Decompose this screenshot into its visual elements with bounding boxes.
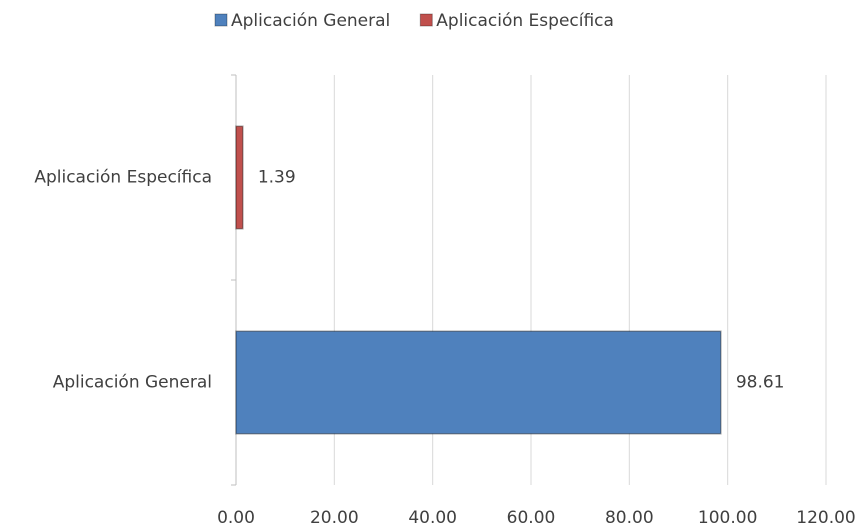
x-tick-label: 0.00	[217, 508, 255, 528]
bar	[235, 125, 244, 230]
legend-swatch	[419, 13, 433, 27]
legend-label: Aplicación General	[231, 11, 390, 31]
y-tick-label: Aplicación General	[53, 373, 212, 393]
x-tick-label: 80.00	[605, 508, 654, 528]
x-tick-label: 100.00	[698, 508, 757, 528]
legend-swatch	[214, 13, 228, 27]
x-tick-label: 120.00	[796, 508, 855, 528]
data-label: 1.39	[258, 168, 296, 188]
x-tick-label: 60.00	[507, 508, 556, 528]
bar	[235, 330, 722, 435]
y-tick-label: Aplicación Específica	[34, 168, 212, 188]
x-tick-label: 40.00	[408, 508, 457, 528]
legend-label: Aplicación Específica	[436, 11, 614, 31]
data-label: 98.61	[736, 373, 785, 393]
x-tick-label: 20.00	[310, 508, 359, 528]
